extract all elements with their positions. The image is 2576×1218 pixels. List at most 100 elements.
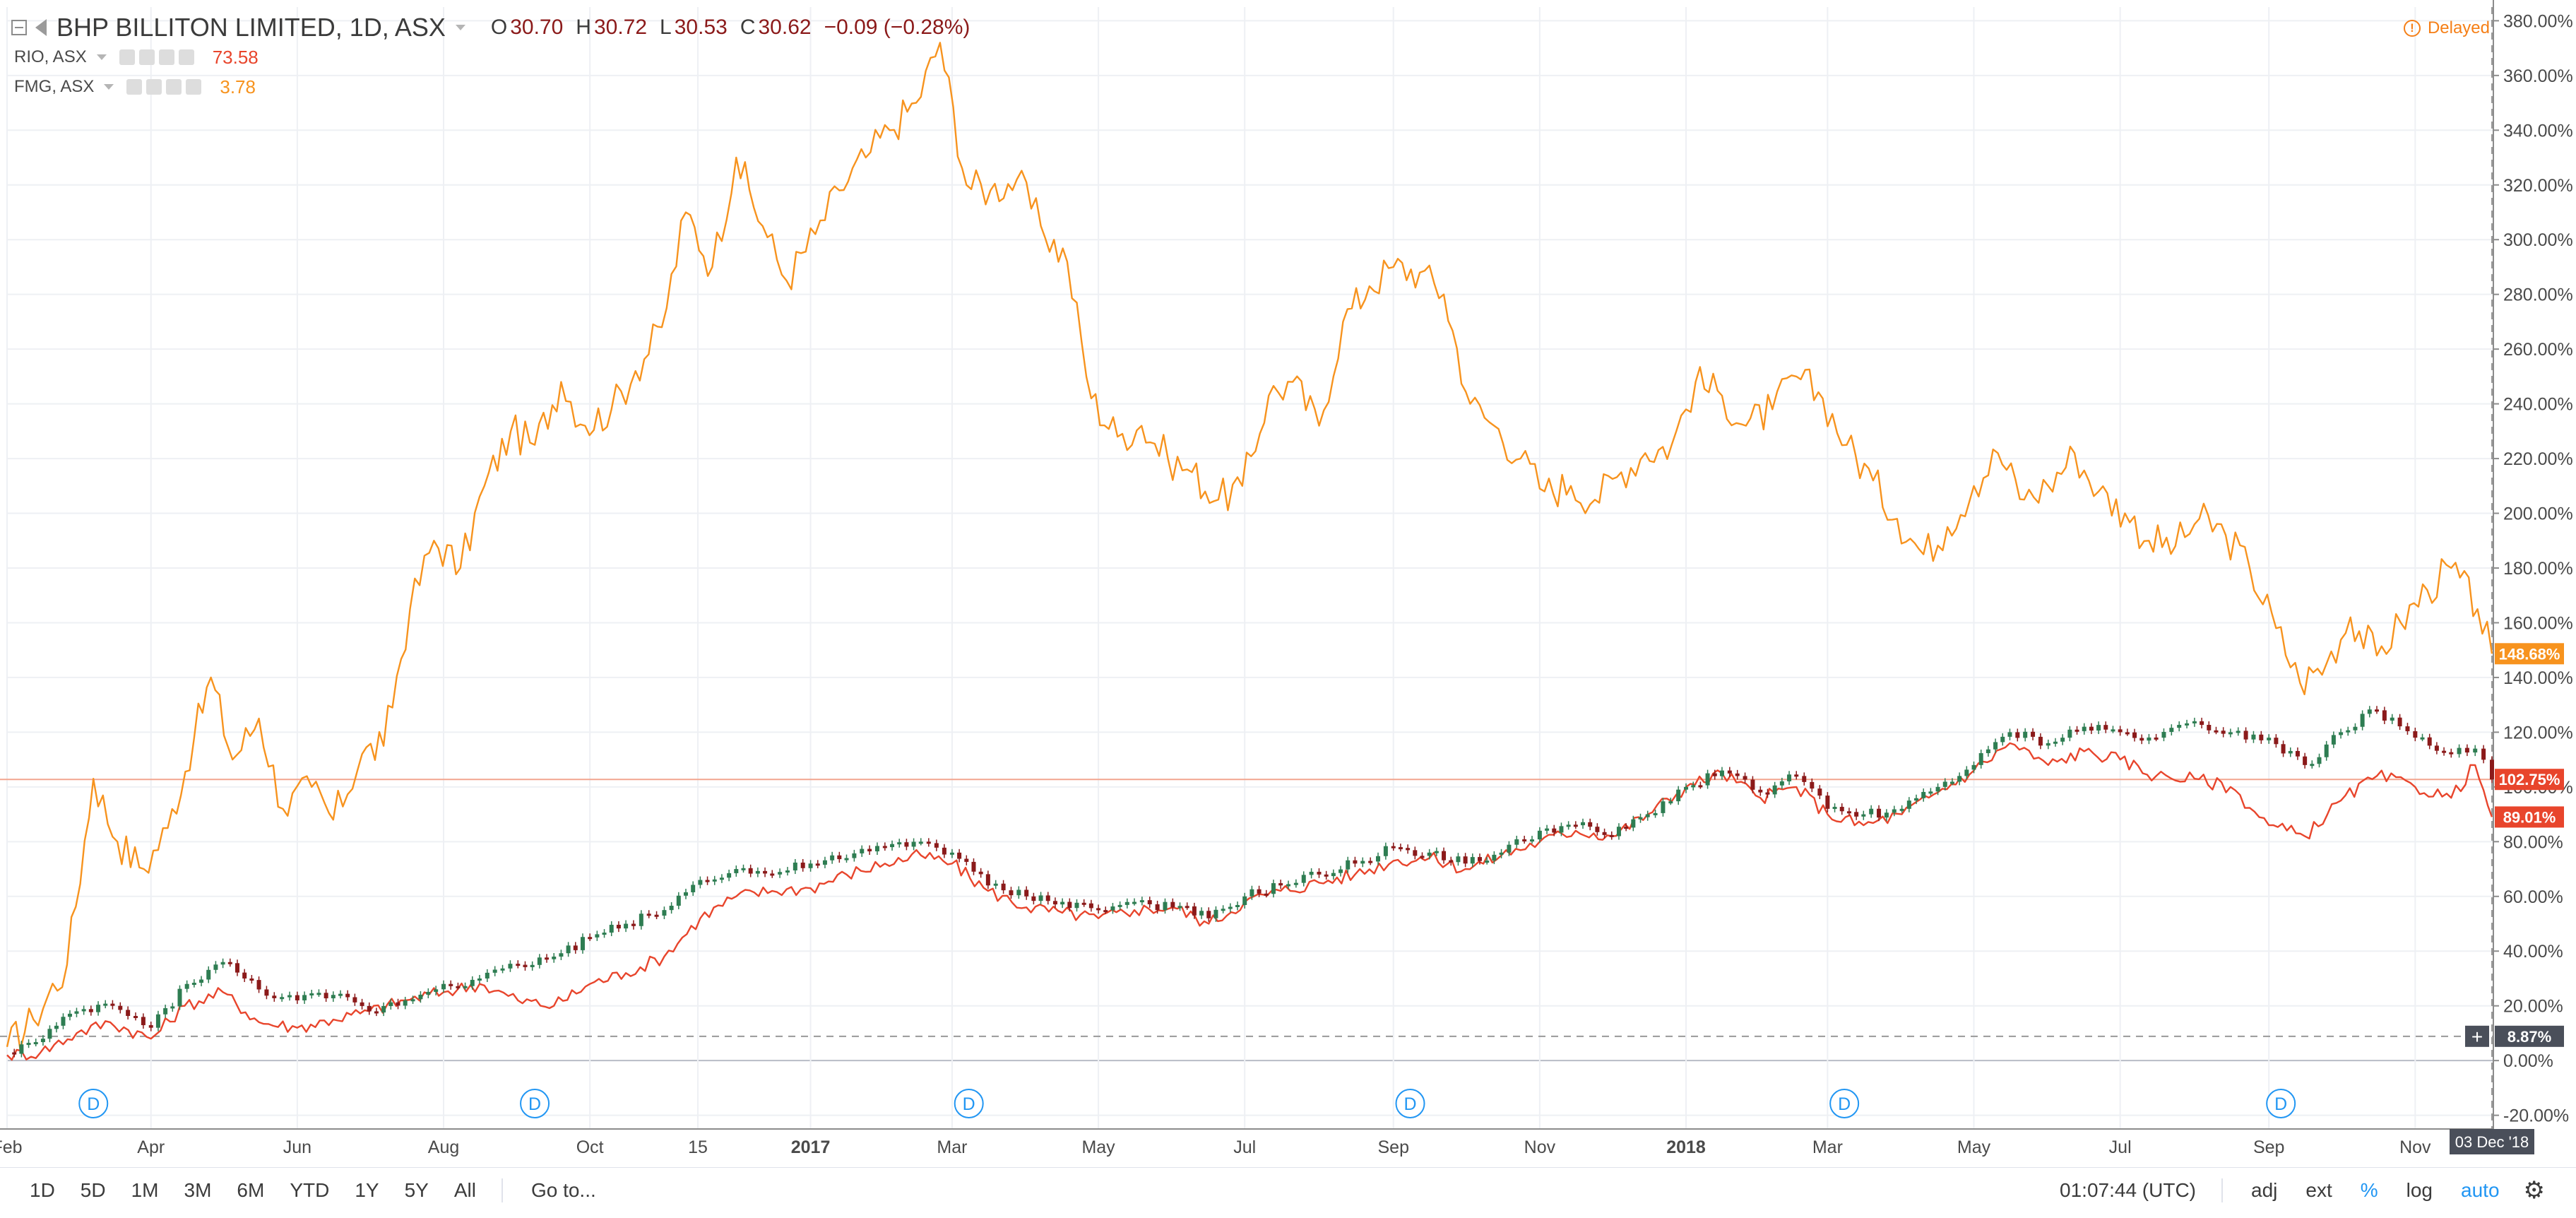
candle-body (170, 1006, 175, 1009)
range-1y-button[interactable]: 1Y (355, 1179, 379, 1201)
gear-icon[interactable] (146, 79, 162, 95)
candle-body (331, 995, 336, 999)
flag-icon[interactable] (35, 19, 47, 36)
candle-body (1559, 826, 1564, 833)
rio-symbol[interactable]: RIO, ASX (14, 47, 87, 66)
candle-body (235, 963, 239, 973)
dividend-marker[interactable] (1829, 1089, 1860, 1118)
candle-body (2000, 736, 2005, 743)
candle-body (1914, 798, 1919, 801)
candle-body (1317, 871, 1322, 875)
candle-body (573, 945, 578, 950)
compare-legend-rio[interactable]: RIO, ASX 73.58 (11, 42, 970, 72)
candle-body (1846, 811, 1851, 814)
candle-body (1110, 906, 1115, 911)
candle-body (2405, 726, 2410, 731)
candle-body (2353, 726, 2358, 731)
candle-body (2192, 721, 2197, 723)
candle-body (2473, 748, 2478, 753)
candle-body (191, 983, 196, 986)
dividend-marker[interactable] (1395, 1089, 1425, 1118)
x-tick-label: Feb (0, 1137, 23, 1157)
main-series-legend[interactable]: BHP BILLITON LIMITED, 1D, ASX O 30.70 H 30… (11, 13, 970, 42)
compare-legend-fmg[interactable]: FMG, ASX 3.78 (11, 72, 970, 102)
candle-body (1861, 814, 1866, 817)
candle-body (367, 1005, 372, 1012)
range-ytd-button[interactable]: YTD (290, 1179, 330, 1201)
plus-icon[interactable] (166, 79, 182, 95)
candle-body (242, 972, 247, 979)
candle-body (434, 989, 439, 992)
y-tick-label: 0.00% (2503, 1051, 2553, 1071)
y-tick-label: 300.00% (2503, 230, 2573, 250)
price-labels: 148.68% 102.75% 89.01% 8.87% +03 Dec '18 (2450, 643, 2564, 1154)
candle-body (1001, 883, 1006, 891)
chevron-down-icon[interactable] (455, 25, 465, 30)
eye-icon[interactable] (126, 79, 143, 95)
range-1m-button[interactable]: 1M (131, 1179, 159, 1201)
candle-body (456, 986, 461, 988)
candle-body (926, 841, 931, 844)
candle-body (2161, 731, 2166, 738)
range-6m-button[interactable]: 6M (237, 1179, 265, 1201)
close-icon[interactable] (178, 49, 194, 65)
candle-body (184, 983, 189, 989)
log-toggle[interactable]: log (2406, 1179, 2433, 1201)
candle-body (595, 934, 600, 938)
range-5d-button[interactable]: 5D (80, 1179, 106, 1201)
candle-body (1957, 776, 1962, 782)
candle-body (559, 953, 564, 957)
candle-body (54, 1025, 59, 1029)
main-symbol[interactable]: BHP BILLITON LIMITED, 1D, ASX (57, 13, 446, 42)
plus-icon[interactable] (158, 49, 174, 65)
candle-body (2147, 737, 2151, 741)
collapse-legend-icon[interactable] (11, 20, 27, 35)
range-3m-button[interactable]: 3M (184, 1179, 212, 1201)
candle-body (133, 1016, 138, 1019)
candle-body (213, 964, 218, 970)
goto-button[interactable]: Go to... (530, 1179, 596, 1201)
auto-toggle[interactable]: auto (2461, 1179, 2500, 1201)
dividend-marker[interactable] (78, 1089, 109, 1118)
fmg-symbol[interactable]: FMG, ASX (14, 77, 95, 96)
percent-toggle[interactable]: % (2360, 1179, 2378, 1201)
candle-body (1978, 753, 1983, 765)
dividend-marker[interactable] (2266, 1089, 2296, 1118)
low-label: L (660, 16, 672, 39)
candle-body (1935, 786, 1940, 792)
rio-value: 73.58 (212, 47, 259, 68)
y-tick-label: 320.00% (2503, 176, 2573, 196)
candle-body (470, 979, 475, 986)
close-icon[interactable] (186, 79, 202, 95)
y-tick-label: 60.00% (2503, 887, 2563, 907)
chevron-down-icon[interactable] (104, 84, 114, 90)
chevron-down-icon[interactable] (96, 54, 107, 60)
candle-body (61, 1017, 66, 1026)
y-tick-label: 140.00% (2503, 668, 2573, 688)
candle-body (1477, 857, 1482, 861)
gear-icon[interactable]: ⚙ (2523, 1177, 2545, 1204)
candle-body (1825, 796, 1830, 809)
range-all-button[interactable]: All (453, 1179, 476, 1201)
dividend-marker[interactable] (954, 1089, 984, 1118)
gear-icon[interactable] (138, 49, 155, 65)
dividend-marker[interactable] (520, 1089, 550, 1118)
range-5y-button[interactable]: 5Y (404, 1179, 429, 1201)
y-tick-label: 280.00% (2503, 285, 2573, 305)
x-tick-label: Apr (137, 1137, 165, 1157)
utc-clock[interactable]: 01:07:44 (UTC) (2060, 1179, 2196, 1201)
axes: -20.00%0.00%20.00%40.00%60.00%80.00%100.… (0, 0, 2573, 1157)
adj-toggle[interactable]: adj (2251, 1179, 2278, 1201)
y-tick-label: -20.00% (2503, 1106, 2569, 1126)
range-1d-button[interactable]: 1D (30, 1179, 55, 1201)
ext-toggle[interactable]: ext (2305, 1179, 2332, 1201)
candle-body (1787, 774, 1792, 781)
delayed-status[interactable]: ! Delayed (2403, 18, 2490, 38)
eye-icon[interactable] (119, 49, 135, 65)
price-line-label: 102.75% (2499, 771, 2560, 788)
candle-body (2169, 728, 2174, 732)
candle-body (580, 937, 585, 950)
